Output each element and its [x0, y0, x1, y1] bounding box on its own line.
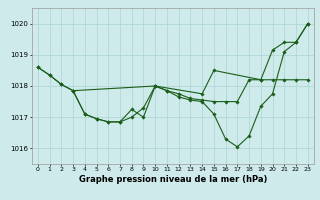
X-axis label: Graphe pression niveau de la mer (hPa): Graphe pression niveau de la mer (hPa): [79, 175, 267, 184]
